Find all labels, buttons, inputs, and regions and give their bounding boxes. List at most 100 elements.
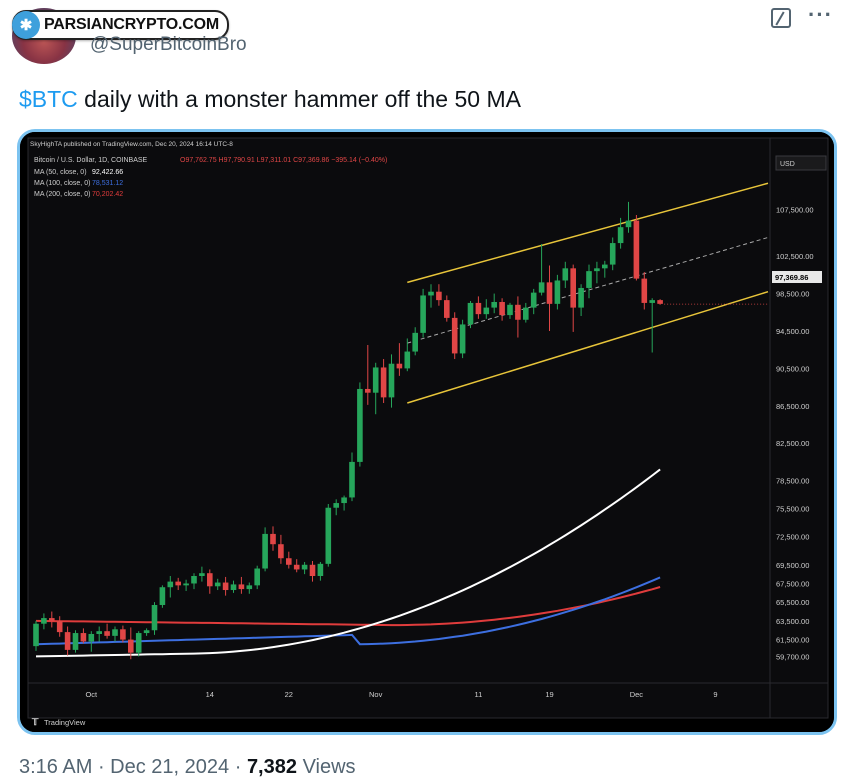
candle-body [159, 587, 166, 605]
candle-body [396, 363, 403, 369]
candle-body [128, 639, 134, 653]
candle-body [530, 292, 537, 308]
chart-image[interactable]: SkyHighTA published on TradingView.com, … [17, 129, 837, 735]
candle-body [278, 544, 284, 559]
candle-body [357, 388, 363, 462]
candle-body [104, 631, 110, 636]
channel-upper-line [407, 182, 769, 284]
candle-body [33, 623, 39, 647]
candle-body [349, 461, 355, 498]
y-tick-label: 94,500.00 [776, 327, 809, 336]
currency-label: USD [780, 161, 795, 168]
candle-body [586, 271, 592, 288]
price-chart: SkyHighTA published on TradingView.com, … [20, 132, 834, 732]
candle-body [270, 533, 276, 545]
candle-body [238, 584, 245, 590]
price-channel [407, 182, 769, 404]
candle-body [428, 291, 434, 296]
current-price-tag [772, 271, 822, 283]
candle-body [451, 317, 458, 354]
ohlc-readout: O97,762.75 H97,790.91 L97,311.01 C97,369… [180, 157, 387, 164]
x-tick-label: Oct [85, 690, 98, 699]
y-tick-label: 61,500.00 [776, 636, 809, 645]
candle-body [341, 497, 347, 504]
candle-body [459, 324, 466, 354]
x-tick-label: Nov [369, 690, 383, 699]
candle-body [230, 584, 237, 591]
candle-body [246, 585, 253, 590]
candle-body [657, 300, 663, 304]
candle-body [41, 618, 47, 624]
y-tick-label: 98,500.00 [776, 290, 809, 299]
candle-body [112, 629, 118, 636]
ma-200-line [35, 586, 661, 627]
author-handle[interactable]: @SuperBitcoinBro [90, 34, 247, 55]
symbol-label: Bitcoin / U.S. Dollar, 1D, COINBASE [34, 157, 148, 164]
candle-body [151, 604, 158, 631]
watermark-badge: ✱ PARSIANCRYPTO.COM [12, 10, 229, 40]
candle-body [96, 631, 102, 634]
candle-body [254, 568, 260, 586]
candle-body [388, 363, 395, 398]
candle-body [80, 633, 87, 642]
candle-body [301, 564, 308, 570]
candle-body [609, 243, 616, 265]
candle-body [538, 282, 545, 293]
ma-legend-value: 92,422.66 [92, 169, 123, 176]
candle-body [293, 564, 300, 570]
tradingview-logo-icon: 𝕋 [31, 717, 39, 727]
candle-body [199, 573, 205, 576]
candle-body [183, 583, 189, 586]
candle-body [412, 332, 418, 352]
y-tick-label: 86,500.00 [776, 402, 809, 411]
y-tick-label: 102,500.00 [776, 252, 814, 261]
candle-body [167, 581, 174, 588]
candle-body [222, 582, 229, 591]
y-tick-label: 82,500.00 [776, 439, 809, 448]
tradingview-brand: TradingView [44, 718, 86, 727]
grok-icon[interactable] [771, 8, 791, 28]
x-tick-label: 9 [713, 690, 717, 699]
candle-body [641, 278, 648, 303]
candle-body [420, 295, 426, 333]
candle-body [546, 282, 553, 304]
ma-legend-value: 78,531.12 [92, 180, 123, 187]
candle-body [594, 268, 600, 272]
candle-body [372, 367, 379, 393]
tweet-body: daily with a monster hammer off the 50 M… [77, 86, 521, 112]
candle-body [309, 564, 316, 576]
candle-body [135, 633, 142, 653]
candle-body [578, 287, 584, 308]
x-tick-label: Dec [630, 690, 644, 699]
candle-body [49, 618, 55, 621]
candle-body [72, 633, 79, 650]
ma-legend-label: MA (100, close, 0) [34, 180, 90, 187]
current-price-label: 97,369.86 [775, 273, 808, 282]
post-date[interactable]: Dec 21, 2024 [110, 756, 230, 778]
y-tick-label: 63,500.00 [776, 617, 809, 626]
y-tick-label: 78,500.00 [776, 477, 809, 486]
candle-body [649, 300, 655, 303]
candle-body [64, 632, 71, 650]
candle-body [143, 630, 150, 634]
cashtag-link[interactable]: $BTC [19, 86, 78, 112]
brand-name: PARSIANCRYPTO.COM [44, 16, 219, 33]
more-options-icon[interactable]: ··· [808, 2, 833, 27]
tweet-meta: 3:16 AM · Dec 21, 2024 · 7,382 Views [19, 756, 356, 778]
candle-body [499, 301, 505, 316]
y-tick-label: 67,500.00 [776, 579, 809, 588]
y-tick-label: 75,500.00 [776, 505, 809, 514]
y-tick-label: 69,500.00 [776, 561, 809, 570]
candle-body [88, 633, 95, 642]
published-note: SkyHighTA published on TradingView.com, … [30, 141, 233, 148]
candles [33, 201, 768, 660]
post-time[interactable]: 3:16 AM [19, 756, 93, 778]
candle-body [380, 367, 387, 398]
candle-body [475, 302, 482, 315]
y-tick-label: 107,500.00 [776, 205, 814, 214]
candle-body [444, 300, 450, 318]
ma-50-line [35, 468, 661, 658]
candle-body [515, 304, 521, 320]
tweet-header: ✱ PARSIANCRYPTO.COM @SuperBitcoinBro ··· [0, 0, 850, 70]
